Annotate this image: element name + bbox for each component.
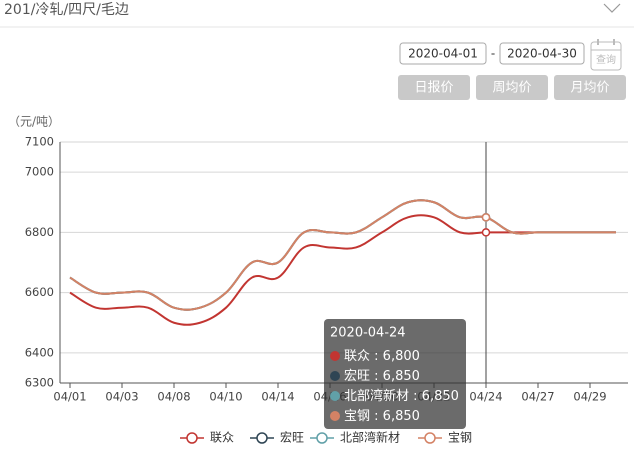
legend-marker <box>256 432 268 444</box>
date-from: 2020-04-01 <box>408 47 478 61</box>
tooltip-text: 联众 <box>344 349 370 364</box>
x-tick-label: 04/08 <box>157 390 190 404</box>
button-label: 月均价 <box>570 81 609 96</box>
legend-marker <box>316 432 328 444</box>
button-label: 周均价 <box>492 81 531 96</box>
query-label: 查询 <box>596 53 616 66</box>
period-button[interactable]: 日报价 <box>398 75 470 100</box>
date-from-input[interactable] <box>399 42 487 65</box>
tooltip-dot <box>330 411 340 421</box>
legend-label: 宏旺 <box>280 430 304 445</box>
tooltip-row: 北部湾新材 : 6,850 <box>344 388 459 404</box>
y-tick-label: 7100 <box>25 135 54 149</box>
tooltip-text: 宝钢 <box>344 409 370 424</box>
x-tick-label: 04/01 <box>53 390 86 404</box>
legend-label: 联众 <box>210 431 234 445</box>
y-tick-label: 6400 <box>25 345 54 359</box>
y-tick-label: 6600 <box>25 285 54 299</box>
hover-point <box>481 213 491 222</box>
tooltip-text: : <box>409 389 422 404</box>
x-tick-label: 04/24 <box>469 390 502 404</box>
period-button[interactable]: 月均价 <box>554 75 626 100</box>
legend-item[interactable]: 宏旺 <box>250 430 304 445</box>
x-tick-label: 04/03 <box>105 390 138 404</box>
date-to-input[interactable] <box>499 42 585 65</box>
tooltip-text: 6,850 <box>383 409 420 424</box>
period-button[interactable]: 周均价 <box>476 75 548 100</box>
tooltip-text: 6,800 <box>383 349 420 364</box>
tooltip-text: 宏旺 <box>344 369 370 384</box>
tooltip-row: 宏旺 : 6,850 <box>344 369 420 384</box>
tooltip-text: 6,850 <box>383 369 420 384</box>
tooltip-bg <box>324 319 466 429</box>
tooltip-text: 6,850 <box>422 389 459 404</box>
button-bg <box>554 75 626 100</box>
y-tick-label: 6800 <box>25 225 54 239</box>
query-button[interactable]: 查询 <box>590 39 622 71</box>
x-tick-label: 04/27 <box>521 390 554 404</box>
date-to: 2020-04-30 <box>507 47 577 61</box>
y-tick-label: 6300 <box>25 376 54 390</box>
button-bg <box>398 75 470 100</box>
tooltip-dot <box>330 391 340 401</box>
tooltip-row: 宝钢 : 6,850 <box>344 409 420 424</box>
legend-item[interactable]: 宝钢 <box>418 431 472 445</box>
tooltip-text: : <box>370 369 383 384</box>
date-separator: - <box>491 47 495 61</box>
x-tick-label: 04/10 <box>209 390 242 404</box>
tooltip-date: 2020-04-24 <box>330 326 406 341</box>
legend-item[interactable]: 联众 <box>180 431 234 445</box>
x-tick-label: 04/14 <box>261 390 294 404</box>
tooltip-row: 联众 : 6,800 <box>344 349 420 364</box>
tooltip-text: : <box>370 409 383 424</box>
y-tick-label: 7000 <box>25 165 54 179</box>
legend-marker <box>424 432 436 444</box>
hover-point <box>481 228 491 237</box>
tooltip-text: 北部湾新材 <box>344 388 409 404</box>
button-bg <box>476 75 548 100</box>
button-label: 日报价 <box>414 81 453 96</box>
legend-marker <box>186 432 198 444</box>
tooltip-dot <box>330 351 340 361</box>
tooltip-dot <box>330 371 340 381</box>
page-title: 201/冷轧/四尺/毛边 <box>4 2 129 18</box>
tooltip-text: : <box>370 349 383 364</box>
series-line <box>69 199 616 311</box>
x-tick-label: 04/29 <box>573 390 606 404</box>
legend-label: 北部湾新材 <box>340 430 400 445</box>
legend-label: 宝钢 <box>448 431 472 445</box>
legend-item[interactable]: 北部湾新材 <box>310 430 400 445</box>
collapse-icon[interactable] <box>603 3 621 13</box>
y-axis-label: （元/吨） <box>8 115 60 129</box>
